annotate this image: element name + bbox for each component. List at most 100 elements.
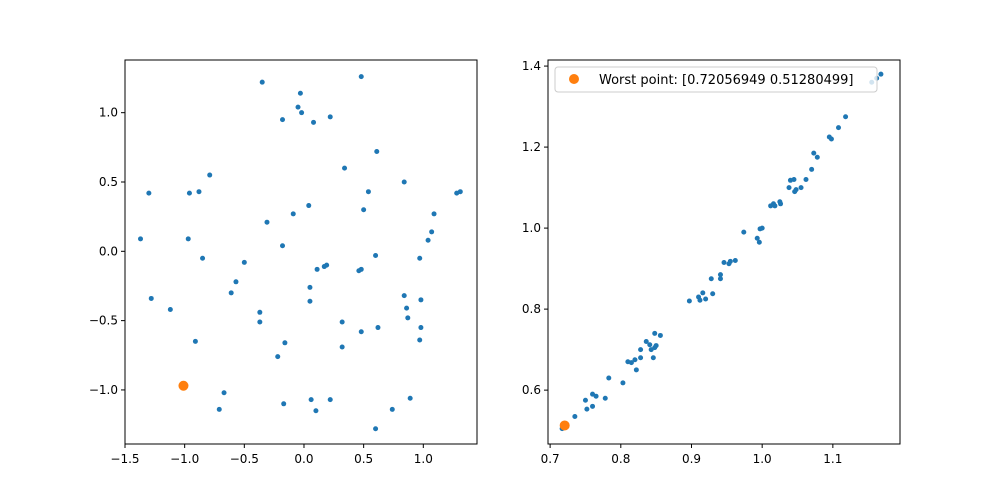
left-plot-frame <box>124 59 478 445</box>
x-tick-label: −1.0 <box>170 452 199 466</box>
data-point <box>358 74 364 80</box>
data-point <box>365 189 371 195</box>
legend-box <box>554 66 878 93</box>
data-point <box>327 114 333 120</box>
x-tick-label: 0.8 <box>611 452 630 466</box>
y-tick-label: −1.0 <box>89 383 118 397</box>
data-point <box>593 393 599 399</box>
data-point <box>356 268 362 274</box>
right-scatter-chart: 0.7 0.8 0.9 1.0 1.1 0.6 0.8 1.0 1.2 1.4 Worst po… <box>522 59 901 466</box>
data-point <box>759 225 765 231</box>
y-tick-label: 1.0 <box>99 106 118 120</box>
data-point <box>582 397 588 403</box>
x-tick-label: 1.1 <box>823 452 842 466</box>
data-point <box>793 187 799 193</box>
legend-label: Worst point: [0.72056949 0.51280499] <box>599 73 853 88</box>
data-point <box>836 125 842 131</box>
data-point <box>686 298 692 304</box>
x-tick-label: 0.7 <box>541 452 560 466</box>
data-point <box>602 395 608 401</box>
data-point <box>241 259 247 265</box>
data-point <box>358 329 364 335</box>
data-point <box>275 354 281 360</box>
data-point <box>628 360 634 366</box>
data-point <box>138 236 144 242</box>
data-point <box>233 279 239 285</box>
data-point <box>307 284 313 290</box>
data-point <box>778 201 784 207</box>
data-point <box>606 375 612 381</box>
y-tick-label: 0.8 <box>522 302 541 316</box>
y-tick-label: 1.4 <box>522 59 541 73</box>
data-point <box>280 243 286 249</box>
data-point <box>167 307 173 313</box>
data-point <box>828 136 834 142</box>
right-x-axis-ticks: 0.7 0.8 0.9 1.0 1.1 <box>541 444 842 466</box>
data-point <box>290 211 296 217</box>
data-point <box>425 237 431 243</box>
x-tick-label: 1.0 <box>414 452 433 466</box>
data-point <box>417 337 423 343</box>
worst-point-marker <box>178 380 189 391</box>
data-point <box>185 236 191 242</box>
data-point <box>282 340 288 346</box>
data-point <box>146 190 152 196</box>
data-point <box>295 104 301 110</box>
data-point <box>657 332 663 338</box>
y-tick-label: −0.5 <box>89 314 118 328</box>
data-point <box>375 325 381 331</box>
data-point <box>632 357 638 363</box>
data-point <box>772 203 778 209</box>
data-point <box>259 79 265 85</box>
data-point <box>257 309 263 315</box>
data-point <box>404 305 410 311</box>
data-point <box>756 239 762 245</box>
data-point <box>200 255 206 261</box>
x-tick-label: −1.5 <box>110 452 139 466</box>
data-point <box>186 190 192 196</box>
data-point <box>741 229 747 235</box>
right-data-points <box>559 71 884 432</box>
right-y-axis-ticks: 0.6 0.8 1.0 1.2 1.4 <box>522 59 548 397</box>
data-point <box>650 355 656 361</box>
data-point <box>207 172 213 178</box>
x-tick-label: −0.5 <box>230 452 259 466</box>
data-point <box>401 179 407 185</box>
data-point <box>228 290 234 296</box>
y-tick-label: 1.2 <box>522 140 541 154</box>
data-point <box>803 176 809 182</box>
data-point <box>708 276 714 282</box>
data-point <box>327 397 333 403</box>
data-point <box>652 330 658 336</box>
data-point <box>308 397 314 403</box>
data-point <box>697 297 703 303</box>
x-tick-label: 0.5 <box>354 452 373 466</box>
data-point <box>342 165 348 171</box>
y-tick-label: 1.0 <box>522 221 541 235</box>
data-point <box>754 235 760 241</box>
data-point <box>373 252 379 258</box>
left-y-axis-ticks: −1.0 −0.5 0.0 0.5 1.0 <box>89 106 125 397</box>
worst-point-marker <box>559 420 570 431</box>
data-point <box>405 315 411 321</box>
legend: Worst point: [0.72056949 0.51280499] <box>554 66 878 93</box>
data-point <box>216 406 222 412</box>
x-tick-label: 0.9 <box>682 452 701 466</box>
data-point <box>647 342 653 348</box>
data-point <box>710 291 716 297</box>
data-point <box>786 185 792 191</box>
data-point <box>798 185 804 191</box>
data-point <box>653 343 659 349</box>
data-point <box>717 272 723 278</box>
data-point <box>306 203 312 209</box>
data-point <box>572 413 578 419</box>
left-x-axis-ticks: −1.5 −1.0 −0.5 0.0 0.5 1.0 <box>110 444 433 466</box>
data-point <box>732 258 738 264</box>
data-point <box>374 148 380 154</box>
data-point <box>620 380 626 386</box>
data-point <box>638 355 644 361</box>
data-point <box>417 255 423 261</box>
data-point <box>311 119 317 125</box>
data-point <box>717 276 723 282</box>
